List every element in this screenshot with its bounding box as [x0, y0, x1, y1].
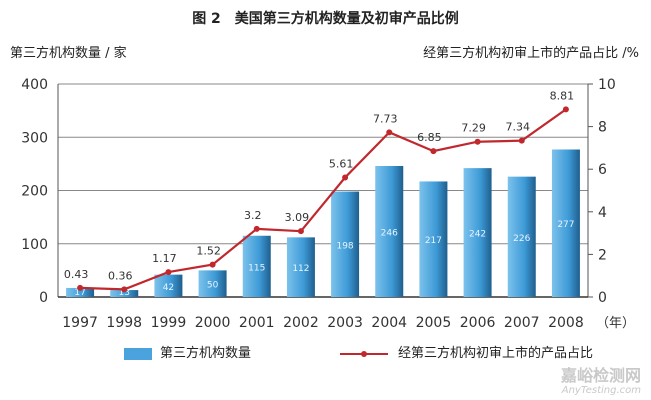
x-tick-label: 2000: [195, 315, 231, 331]
bar: [286, 237, 315, 297]
bar-value-label: 242: [469, 230, 486, 240]
x-tick-label: 1997: [62, 315, 98, 331]
x-tick-label: 1998: [106, 315, 142, 331]
watermark: 嘉峪检测网 AnyTesting.com: [561, 367, 641, 396]
line-value-label: 3.2: [244, 209, 262, 222]
left-axis-label: 第三方机构数量 / 家: [10, 46, 127, 61]
line-point: [474, 138, 481, 145]
legend-line-label: 经第三方机构初审上市的产品占比: [398, 346, 594, 361]
bar: [242, 235, 271, 297]
bar-value-label: 217: [425, 236, 442, 246]
line-value-label: 8.81: [550, 89, 575, 102]
watermark-line1: 嘉峪检测网: [560, 366, 641, 385]
bar-value-label: 226: [513, 234, 530, 244]
right-tick-label: 4: [598, 205, 607, 221]
left-tick-label: 400: [21, 77, 48, 93]
x-tick-label: 1999: [151, 315, 187, 331]
bar-value-label: 277: [557, 220, 574, 230]
x-tick-label: 2006: [460, 315, 496, 331]
bar: [66, 287, 95, 297]
line-value-label: 0.43: [64, 268, 89, 281]
line-series: [80, 108, 567, 291]
bar-value-label: 42: [163, 283, 174, 293]
line-value-label: 5.61: [329, 158, 354, 171]
bar: [463, 168, 492, 297]
watermark-line2: AnyTesting.com: [561, 384, 641, 396]
line-value-label: 7.34: [506, 121, 531, 134]
bar-value-label: 115: [248, 263, 265, 273]
line-point: [121, 286, 128, 293]
line-point: [297, 228, 304, 235]
x-tick-label: 2008: [548, 315, 584, 331]
chart-title: 图 2 美国第三方机构数量及初审产品比例: [192, 11, 459, 27]
right-axis-label: 经第三方机构初审上市的产品占比 /%: [423, 46, 639, 61]
bar-value-label: 13: [119, 288, 130, 298]
line-point: [165, 269, 172, 276]
right-tick-label: 10: [598, 77, 616, 93]
legend-bar-swatch: [124, 348, 152, 360]
left-tick-label: 100: [21, 237, 48, 253]
bar-value-label: 50: [207, 281, 219, 291]
bar: [551, 149, 580, 297]
bar-value-label: 112: [292, 264, 309, 274]
line-value-label: 6.85: [417, 131, 442, 144]
line-point: [253, 225, 260, 232]
right-tick-label: 2: [598, 247, 607, 263]
x-tick-label: 2007: [504, 315, 540, 331]
line-value-label: 1.52: [196, 245, 221, 258]
line-point: [209, 261, 216, 268]
line-point: [518, 137, 525, 144]
line-value-label: 7.73: [373, 112, 398, 125]
bar: [331, 191, 360, 297]
line-value-label: 0.36: [108, 269, 133, 282]
x-tick-label: 2005: [416, 315, 452, 331]
bar: [154, 274, 183, 297]
line-value-label: 7.29: [461, 122, 486, 135]
bar-value-label: 198: [336, 241, 353, 251]
bar: [507, 176, 536, 297]
line-point: [386, 129, 393, 136]
left-tick-label: 0: [39, 290, 48, 306]
line-value-label: 1.17: [152, 252, 177, 265]
bar: [110, 290, 139, 297]
bar: [419, 181, 448, 297]
line-point: [562, 106, 569, 113]
right-tick-label: 0: [598, 290, 607, 306]
x-tick-label: 2002: [283, 315, 319, 331]
x-unit-label: （年）: [596, 316, 635, 331]
bar: [198, 270, 227, 297]
left-tick-label: 200: [21, 184, 48, 200]
line-point: [342, 174, 349, 181]
legend-line-marker: [361, 351, 367, 357]
x-tick-label: 2001: [239, 315, 275, 331]
bar-value-label: 246: [381, 229, 398, 239]
bar: [375, 166, 404, 297]
x-tick-label: 2004: [371, 315, 407, 331]
right-tick-label: 8: [598, 120, 607, 136]
line-point: [430, 148, 437, 155]
line-value-label: 3.09: [285, 211, 310, 224]
bar-value-label: 17: [74, 288, 85, 298]
line-point: [77, 284, 84, 291]
left-tick-label: 300: [21, 130, 48, 146]
x-tick-label: 2003: [327, 315, 363, 331]
legend-bar-label: 第三方机构数量: [160, 346, 252, 361]
right-tick-label: 6: [598, 162, 607, 178]
